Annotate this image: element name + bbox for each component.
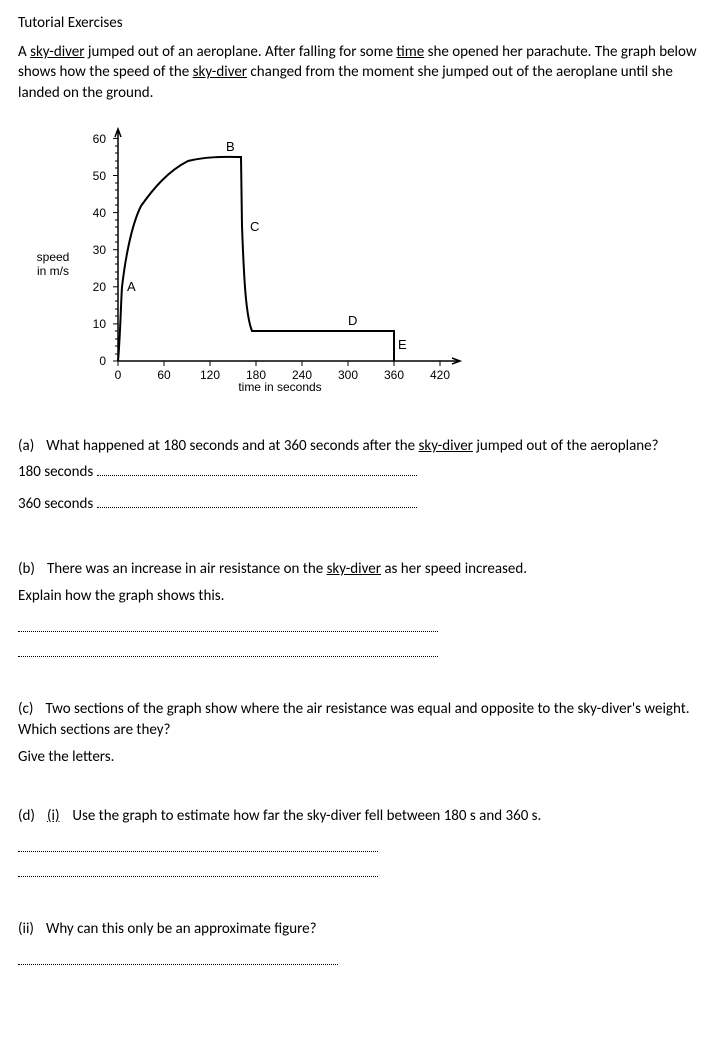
qd-answer-line-1[interactable] [18, 837, 378, 852]
qa-360-line[interactable] [97, 507, 417, 508]
qdii-answer-line[interactable] [18, 950, 338, 965]
xtick-60: 60 [157, 368, 171, 382]
qb-text-1: There was an increase in air resistance … [47, 560, 327, 578]
ytick-40: 40 [93, 206, 107, 220]
marker-c: C [250, 219, 259, 234]
marker-a: A [127, 279, 136, 294]
ytick-30: 30 [93, 243, 107, 257]
ytick-20: 20 [93, 280, 107, 294]
qb-text-2: as her speed increased. [381, 560, 527, 578]
xtick-0: 0 [115, 368, 122, 382]
intro-paragraph: A sky-diver jumped out of an aeroplane. … [18, 42, 705, 103]
question-d-i: (d) (i) Use the graph to estimate how far… [18, 806, 705, 827]
y-axis-label-1: speed [37, 250, 70, 264]
qa-text-1: What happened at 180 seconds and at 360 … [46, 437, 418, 455]
ytick-10: 10 [93, 317, 107, 331]
marker-b: B [226, 139, 235, 154]
xtick-420: 420 [430, 368, 450, 382]
y-axis-label-2: in m/s [37, 264, 69, 278]
question-a: (a) What happened at 180 seconds and at 3… [18, 436, 705, 457]
qd-label: (d) [18, 807, 35, 825]
qc-text-2: Give the letters. [18, 747, 705, 768]
question-b: (b) There was an increase in air resistan… [18, 559, 705, 580]
qd-text: Use the graph to estimate how far the sk… [72, 807, 541, 825]
marker-d: D [348, 313, 357, 328]
qa-360-label: 360 seconds [18, 495, 93, 513]
intro-time: time [396, 43, 424, 61]
xtick-360: 360 [384, 368, 404, 382]
qb-text-3: Explain how the graph shows this. [18, 586, 705, 607]
qa-180-line[interactable] [97, 475, 417, 476]
graph-container: 0 10 20 30 40 50 60 [18, 111, 705, 396]
xtick-120: 120 [200, 368, 220, 382]
qa-360-row: 360 seconds [18, 495, 705, 513]
intro-skydiver-2: sky-diver [193, 63, 247, 81]
qb-skydiver: sky-diver [327, 560, 381, 578]
qa-text-2: jumped out of the aeroplane? [473, 437, 659, 455]
qb-answer-line-2[interactable] [18, 642, 438, 657]
question-c: (c)Two sections of the graph show where … [18, 699, 705, 741]
qb-label: (b) [18, 560, 35, 578]
qd-sublabel: (i) [47, 807, 60, 825]
intro-skydiver-1: sky-diver [30, 43, 84, 61]
page-title: Tutorial Exercises [18, 14, 705, 32]
intro-text-1: A [18, 43, 30, 61]
x-axis-label: time in seconds [238, 380, 321, 391]
qdii-label: (ii) [18, 920, 34, 938]
qa-180-row: 180 seconds [18, 463, 705, 481]
xtick-300: 300 [338, 368, 358, 382]
qd-answer-line-2[interactable] [18, 862, 378, 877]
qb-answer-line-1[interactable] [18, 617, 438, 632]
qa-skydiver: sky-diver [419, 437, 473, 455]
intro-text-2: jumped out of an aeroplane. After fallin… [84, 43, 396, 61]
qdii-text: Why can this only be an approximate figu… [46, 920, 317, 938]
qa-label: (a) [18, 437, 34, 455]
curve-path [118, 157, 394, 361]
qa-180-label: 180 seconds [18, 463, 93, 481]
marker-e: E [398, 337, 407, 352]
ytick-60: 60 [93, 132, 107, 146]
question-d-ii: (ii) Why can this only be an approximate … [18, 919, 705, 940]
ytick-50: 50 [93, 169, 107, 183]
speed-time-graph: 0 10 20 30 40 50 60 [18, 111, 478, 391]
ytick-0: 0 [99, 354, 106, 368]
qc-text: Two sections of the graph show where the… [18, 700, 690, 739]
qc-label: (c) [18, 700, 33, 718]
